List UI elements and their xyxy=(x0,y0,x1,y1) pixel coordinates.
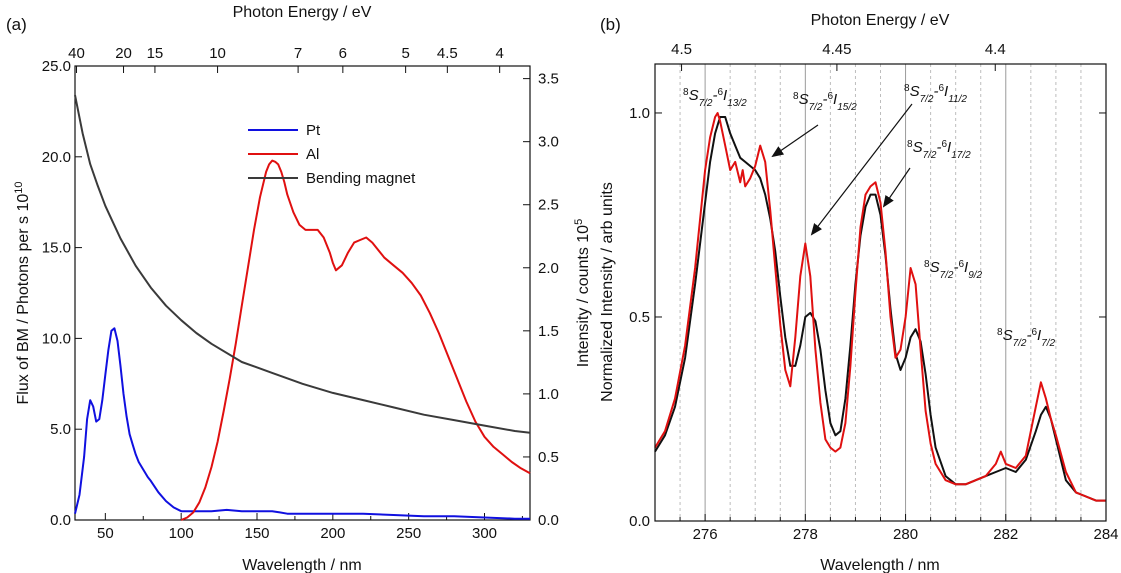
chart-a-ytick-right-label: 1.0 xyxy=(538,386,559,403)
arrow-17-2 xyxy=(884,168,910,206)
annotation-8s-6i13: 8S7/2-6I13/2 xyxy=(683,87,747,109)
chart-a-ytick-left-label: 5.0 xyxy=(50,421,71,438)
chart-a-toptick-label: 10 xyxy=(209,45,226,62)
series-line-bending-magnet xyxy=(75,95,530,433)
chart-b-top-xlabel: Photon Energy / eV xyxy=(811,12,950,29)
series-line-al xyxy=(181,161,530,520)
chart-a-ytick-right-label: 3.5 xyxy=(538,71,559,88)
legend-label-pt: Pt xyxy=(306,122,321,139)
chart-b-xtick-label: 276 xyxy=(693,526,718,543)
chart-b-toptick-label: 4.4 xyxy=(985,41,1006,58)
chart-a-xtick-label: 300 xyxy=(472,525,497,542)
chart-b-ytick-label: 0.5 xyxy=(629,309,650,326)
chart-a-ytick-right-label: 2.5 xyxy=(538,197,559,214)
chart-a-ytick-left-label: 15.0 xyxy=(42,240,71,257)
chart-a-ytick-right-label: 3.0 xyxy=(538,134,559,151)
chart-a-xtick-label: 200 xyxy=(320,525,345,542)
chart-a-toptick-label: 20 xyxy=(115,45,132,62)
chart-b-ylabel: Normalized Intensity / arb units xyxy=(599,182,616,402)
legend-label-al: Al xyxy=(306,146,319,163)
chart-a-toptick-label: 15 xyxy=(147,45,164,62)
chart-a-ytick-left-label: 20.0 xyxy=(42,149,71,166)
series-line-pt xyxy=(75,328,530,518)
chart-b-toptick-label: 4.45 xyxy=(822,41,851,58)
chart-a-frame xyxy=(75,66,530,520)
legend-label-bm: Bending magnet xyxy=(306,170,416,187)
annotation-8s-6i9: 8S7/2-6I9/2 xyxy=(924,259,983,281)
chart-a: Photon Energy / eV Wavelength / nm Flux … xyxy=(13,4,592,573)
chart-a-xtick-label: 50 xyxy=(97,525,114,542)
chart-b-xtick-label: 280 xyxy=(893,526,918,543)
chart-a-ylabel-left: Flux of BM / Photons per s 1010 xyxy=(13,181,32,404)
chart-a-toptick-label: 4.5 xyxy=(437,45,458,62)
chart-a-legend: Pt Al Bending magnet xyxy=(248,122,416,187)
chart-a-ytick-right-label: 1.5 xyxy=(538,323,559,340)
chart-a-xtick-label: 250 xyxy=(396,525,421,542)
chart-a-xlabel: Wavelength / nm xyxy=(242,557,361,573)
chart-a-xtick-label: 100 xyxy=(169,525,194,542)
chart-b-xtick-label: 278 xyxy=(793,526,818,543)
chart-a-toptick-label: 5 xyxy=(401,45,409,62)
chart-a-top-xlabel: Photon Energy / eV xyxy=(233,4,372,21)
chart-a-ytick-right-label: 0.0 xyxy=(538,512,559,529)
chart-a-ylabel-right: Intensity / counts 105 xyxy=(573,219,592,367)
chart-a-ytick-left-label: 0.0 xyxy=(50,512,71,529)
chart-b-xlabel: Wavelength / nm xyxy=(820,557,939,573)
chart-a-toptick-label: 6 xyxy=(339,45,347,62)
chart-a-toptick-label: 7 xyxy=(294,45,302,62)
arrow-15-2 xyxy=(773,125,818,156)
chart-b-xtick-label: 282 xyxy=(993,526,1018,543)
panel-label-a: (a) xyxy=(6,15,27,34)
chart-a-toptick-label: 4 xyxy=(495,45,503,62)
chart-a-ytick-right-label: 2.0 xyxy=(538,260,559,277)
chart-a-xtick-label: 150 xyxy=(244,525,269,542)
chart-a-toptick-label: 40 xyxy=(68,45,85,62)
annotation-8s-6i15: 8S7/2-6I15/2 xyxy=(793,91,857,113)
chart-b: Photon Energy / eV Wavelength / nm Norma… xyxy=(599,12,1119,573)
chart-a-ytick-left-label: 10.0 xyxy=(42,330,71,347)
chart-a-ytick-right-label: 0.5 xyxy=(538,449,559,466)
panel-label-b: (b) xyxy=(600,15,621,34)
annotation-8s-6i11: 8S7/2-6I11/2 xyxy=(904,83,967,105)
chart-b-ytick-label: 0.0 xyxy=(629,513,650,530)
annotation-8s-6i17: 8S7/2-6I17/2 xyxy=(907,139,971,161)
chart-a-ytick-left-label: 25.0 xyxy=(42,58,71,75)
chart-b-ytick-label: 1.0 xyxy=(629,105,650,122)
chart-b-xtick-label: 284 xyxy=(1093,526,1118,543)
chart-b-toptick-label: 4.5 xyxy=(671,41,692,58)
